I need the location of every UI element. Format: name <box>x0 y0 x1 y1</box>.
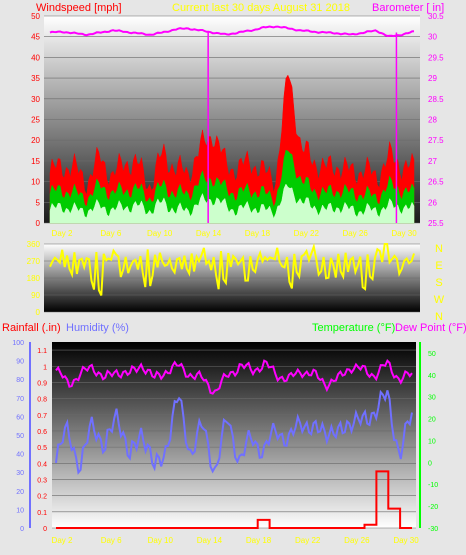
day-tick: Day 14 <box>197 536 223 545</box>
windspeed-tick: 40 <box>31 53 40 62</box>
rainfall-tick: 0.9 <box>37 380 47 387</box>
day-tick: Day 18 <box>246 536 272 545</box>
barometer-tick: 29.5 <box>428 53 444 62</box>
barometer-tick: 30.5 <box>428 12 444 21</box>
compass-tick: N <box>435 243 443 255</box>
temperature-tick: -30 <box>428 526 438 533</box>
direction-tick: 90 <box>31 291 40 300</box>
humidity-tick: 70 <box>16 396 24 403</box>
humidity-label: Humidity (%) <box>66 322 129 334</box>
direction-tick: 360 <box>27 240 41 249</box>
rainfall-tick: 0.1 <box>37 510 47 517</box>
day-tick: Day 18 <box>245 229 271 238</box>
day-tick: Day 2 <box>52 536 73 545</box>
barometer-tick: 29 <box>428 74 437 83</box>
barometer-tick: 26.5 <box>428 178 444 187</box>
rainfall-tick: 0.6 <box>37 429 47 436</box>
rainfall-tick: 1.1 <box>37 348 47 355</box>
humidity-line <box>55 389 413 475</box>
chart-title: Current last 30 days August 31 2018 <box>172 2 350 14</box>
rainfall-line <box>56 470 412 529</box>
rainfall-tick: 0.2 <box>37 494 47 501</box>
compass-tick: N <box>435 311 443 323</box>
humidity-tick: 100 <box>12 340 24 347</box>
day-tick: Day 10 <box>147 229 173 238</box>
humidity-tick: 50 <box>16 433 24 440</box>
windspeed-tick: 5 <box>36 198 41 207</box>
compass-tick: E <box>435 260 442 272</box>
temperature-line <box>55 358 413 395</box>
direction-tick: 180 <box>27 274 41 283</box>
dewpoint-label: Dew Point (°F) <box>395 322 466 334</box>
humidity-tick: 30 <box>16 470 24 477</box>
barometer-label: Barometer [ in] <box>372 2 444 14</box>
barometer-tick: 25.5 <box>428 219 444 228</box>
windspeed-tick: 10 <box>31 178 40 187</box>
day-tick: Day 22 <box>294 229 320 238</box>
barometer-tick: 27.5 <box>428 136 444 145</box>
windspeed-tick: 35 <box>31 74 40 83</box>
day-tick: Day 6 <box>101 536 122 545</box>
compass-tick: S <box>435 277 442 289</box>
direction-tick: 0 <box>36 308 41 317</box>
windspeed-tick: 50 <box>31 12 40 21</box>
windspeed-label: Windspeed [mph] <box>36 2 122 14</box>
direction-tick: 270 <box>27 257 41 266</box>
humidity-tick: 40 <box>16 452 24 459</box>
temperature-tick: 10 <box>428 438 436 445</box>
rainfall-tick: 0.5 <box>37 445 47 452</box>
humidity-tick: 20 <box>16 489 24 496</box>
barometer-tick: 26 <box>428 198 437 207</box>
barometer-tick: 28.5 <box>428 95 444 104</box>
wind-direction-line <box>49 242 415 296</box>
temperature-tick: 20 <box>428 417 436 424</box>
temperature-tick: 50 <box>428 351 436 358</box>
humidity-tick: 10 <box>16 507 24 514</box>
humidity-tick: 60 <box>16 414 24 421</box>
temperature-label: Temperature (°F) <box>312 322 395 334</box>
humidity-tick: 80 <box>16 377 24 384</box>
temperature-tick: 30 <box>428 395 436 402</box>
rainfall-label: Rainfall (.in) <box>2 322 61 334</box>
rainfall-tick: 1 <box>43 364 47 371</box>
rainfall-tick: 0.8 <box>37 397 47 404</box>
barometer-tick: 28 <box>428 116 437 125</box>
barometer-tick: 30 <box>428 33 437 42</box>
temperature-tick: 40 <box>428 373 436 380</box>
rainfall-tick: 0.7 <box>37 413 47 420</box>
windspeed-tick: 20 <box>31 136 40 145</box>
windspeed-tick: 45 <box>31 33 40 42</box>
barometer-tick: 27 <box>428 157 437 166</box>
day-tick: Day 30 <box>393 536 419 545</box>
day-tick: Day 26 <box>344 536 370 545</box>
barometer-line <box>49 25 415 38</box>
temperature-tick: -10 <box>428 482 438 489</box>
day-tick: Day 6 <box>100 229 121 238</box>
day-tick: Day 10 <box>148 536 174 545</box>
rainfall-tick: 0.4 <box>37 461 47 468</box>
windspeed-tick: 25 <box>31 116 40 125</box>
day-tick: Day 30 <box>391 229 417 238</box>
windspeed-tick: 0 <box>36 219 41 228</box>
compass-tick: W <box>434 294 445 306</box>
temperature-tick: -20 <box>428 504 438 511</box>
windspeed-tick: 30 <box>31 95 40 104</box>
temperature-tick: 0 <box>428 460 432 467</box>
day-tick: Day 26 <box>342 229 368 238</box>
windspeed-tick: 15 <box>31 157 40 166</box>
humidity-tick: 90 <box>16 359 24 366</box>
humidity-tick: 0 <box>20 526 24 533</box>
rainfall-tick: 0.3 <box>37 477 47 484</box>
rainfall-tick: 0 <box>43 526 47 533</box>
day-tick: Day 14 <box>196 229 222 238</box>
day-tick: Day 22 <box>295 536 321 545</box>
wind-minimum-area <box>49 183 415 224</box>
day-tick: Day 2 <box>52 229 73 238</box>
